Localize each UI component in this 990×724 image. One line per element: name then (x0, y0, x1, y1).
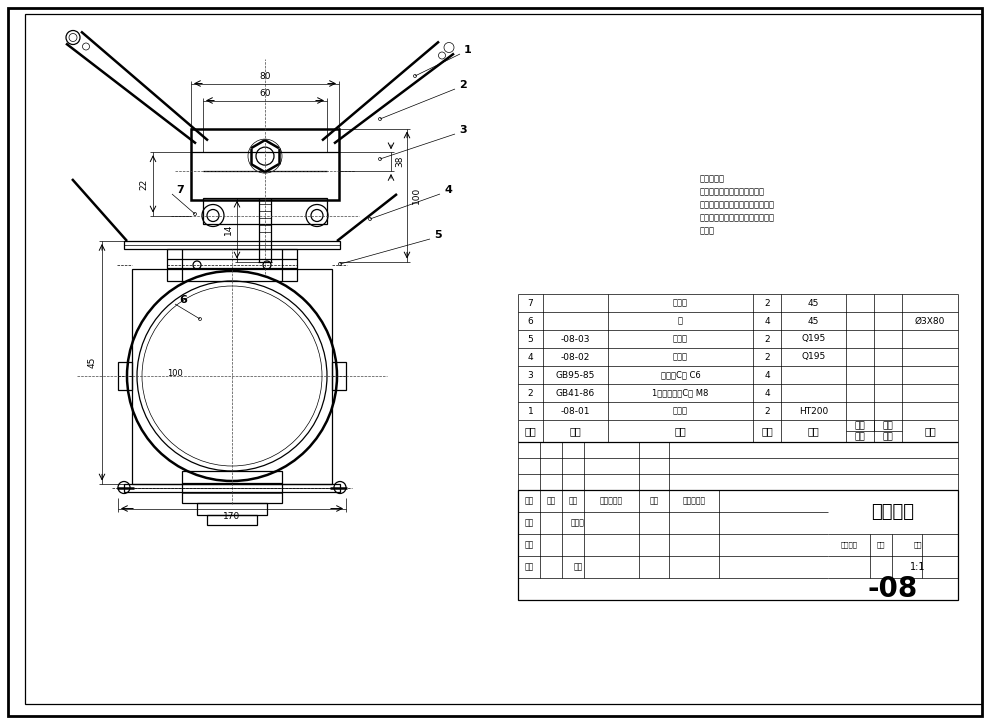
Text: 7: 7 (176, 185, 184, 195)
Bar (207, 515, 257, 525)
Text: 170: 170 (224, 512, 241, 521)
Text: -08-02: -08-02 (560, 353, 590, 361)
Text: 序号: 序号 (525, 426, 537, 436)
Text: 重量: 重量 (877, 542, 885, 548)
Text: 备注: 备注 (924, 426, 936, 436)
Text: 代号: 代号 (569, 426, 581, 436)
Text: -08: -08 (868, 575, 918, 603)
Bar (182, 471, 282, 503)
Text: Ø3X80: Ø3X80 (915, 316, 945, 326)
Bar (132, 269, 332, 484)
Bar (197, 503, 267, 515)
Text: 更改文件号: 更改文件号 (600, 497, 623, 505)
Text: 设计: 设计 (525, 518, 534, 528)
Text: 标记: 标记 (525, 497, 534, 505)
Text: 吊杯部装: 吊杯部装 (871, 503, 915, 521)
Text: 4: 4 (445, 185, 452, 195)
Text: 数量: 数量 (761, 426, 773, 436)
Text: 大于名处，以保能处工件时两者互: 大于名处，以保能处工件时两者互 (700, 214, 775, 222)
Text: 1型六角螺母C级 M8: 1型六角螺母C级 M8 (652, 389, 709, 397)
Bar (518, 490, 958, 600)
Text: Q195: Q195 (801, 353, 826, 361)
Text: 年、月、日: 年、月、日 (682, 497, 706, 505)
Text: 左挡板: 左挡板 (673, 353, 688, 361)
Text: 5: 5 (528, 334, 534, 343)
Bar (203, 198, 327, 224)
Text: 1: 1 (464, 45, 472, 55)
Text: 2: 2 (528, 389, 534, 397)
Text: 审核: 审核 (525, 541, 534, 550)
Text: 处数: 处数 (546, 497, 555, 505)
Text: 名称: 名称 (674, 426, 686, 436)
Text: 3: 3 (528, 371, 534, 379)
Text: 7: 7 (528, 298, 534, 308)
Text: 不干涉: 不干涉 (700, 227, 715, 235)
Text: 45: 45 (87, 356, 96, 368)
Text: -08-01: -08-01 (560, 406, 590, 416)
Text: 80: 80 (259, 72, 270, 81)
Text: 4: 4 (528, 353, 534, 361)
Text: -08-03: -08-03 (560, 334, 590, 343)
Text: 总计: 总计 (883, 421, 893, 430)
Text: 6: 6 (528, 316, 534, 326)
Text: 分区: 分区 (568, 497, 577, 505)
Text: 标准化: 标准化 (571, 518, 585, 528)
Text: 工艺: 工艺 (525, 563, 534, 571)
Text: 100: 100 (412, 186, 421, 203)
Bar (124, 241, 340, 249)
Text: 1:1: 1:1 (910, 562, 926, 572)
Text: 4: 4 (764, 371, 770, 379)
Text: 2: 2 (764, 334, 770, 343)
Text: 45: 45 (808, 298, 819, 308)
Text: 1: 1 (528, 406, 534, 416)
Text: 右挡板: 右挡板 (673, 334, 688, 343)
Text: GB95-85: GB95-85 (555, 371, 595, 379)
Text: 图中两挡板的距离为最小值，: 图中两挡板的距离为最小值， (700, 188, 765, 196)
Bar (118, 362, 132, 390)
Text: 重量: 重量 (883, 432, 893, 441)
Text: 技术要求：: 技术要求： (700, 174, 725, 183)
Text: 4: 4 (764, 389, 770, 397)
Text: 单件: 单件 (854, 421, 865, 430)
Text: 4: 4 (764, 316, 770, 326)
Text: 2: 2 (764, 406, 770, 416)
Text: 14: 14 (224, 224, 233, 235)
Text: 槽: 槽 (678, 316, 683, 326)
Text: 签名: 签名 (649, 497, 658, 505)
Text: 22: 22 (140, 178, 148, 190)
Text: 100: 100 (166, 369, 182, 377)
Text: 弹簧槽: 弹簧槽 (673, 298, 688, 308)
Text: 2: 2 (764, 353, 770, 361)
Text: Q195: Q195 (801, 334, 826, 343)
Text: 阶段标记: 阶段标记 (841, 542, 857, 548)
Text: 栋苗管: 栋苗管 (673, 406, 688, 416)
Text: 比例: 比例 (914, 542, 923, 548)
Text: HT200: HT200 (799, 406, 828, 416)
Text: 60: 60 (259, 89, 270, 98)
Bar (124, 484, 340, 492)
Bar (191, 128, 339, 200)
Text: 重量: 重量 (854, 432, 865, 441)
Text: 38: 38 (395, 156, 405, 167)
Text: 3: 3 (459, 125, 467, 135)
Text: 左挡板到波形垫使用者之间的距离: 左挡板到波形垫使用者之间的距离 (700, 201, 775, 209)
Text: 2: 2 (459, 80, 467, 90)
Bar (332, 362, 346, 390)
Text: 2: 2 (764, 298, 770, 308)
Text: GB41-86: GB41-86 (555, 389, 595, 397)
Text: 平垫圈C级 C6: 平垫圈C级 C6 (660, 371, 700, 379)
Text: 材料: 材料 (808, 426, 820, 436)
Bar (167, 249, 297, 281)
Text: 5: 5 (435, 230, 442, 240)
Text: 批准: 批准 (573, 563, 583, 571)
Text: 6: 6 (179, 295, 187, 305)
Text: 45: 45 (808, 316, 819, 326)
